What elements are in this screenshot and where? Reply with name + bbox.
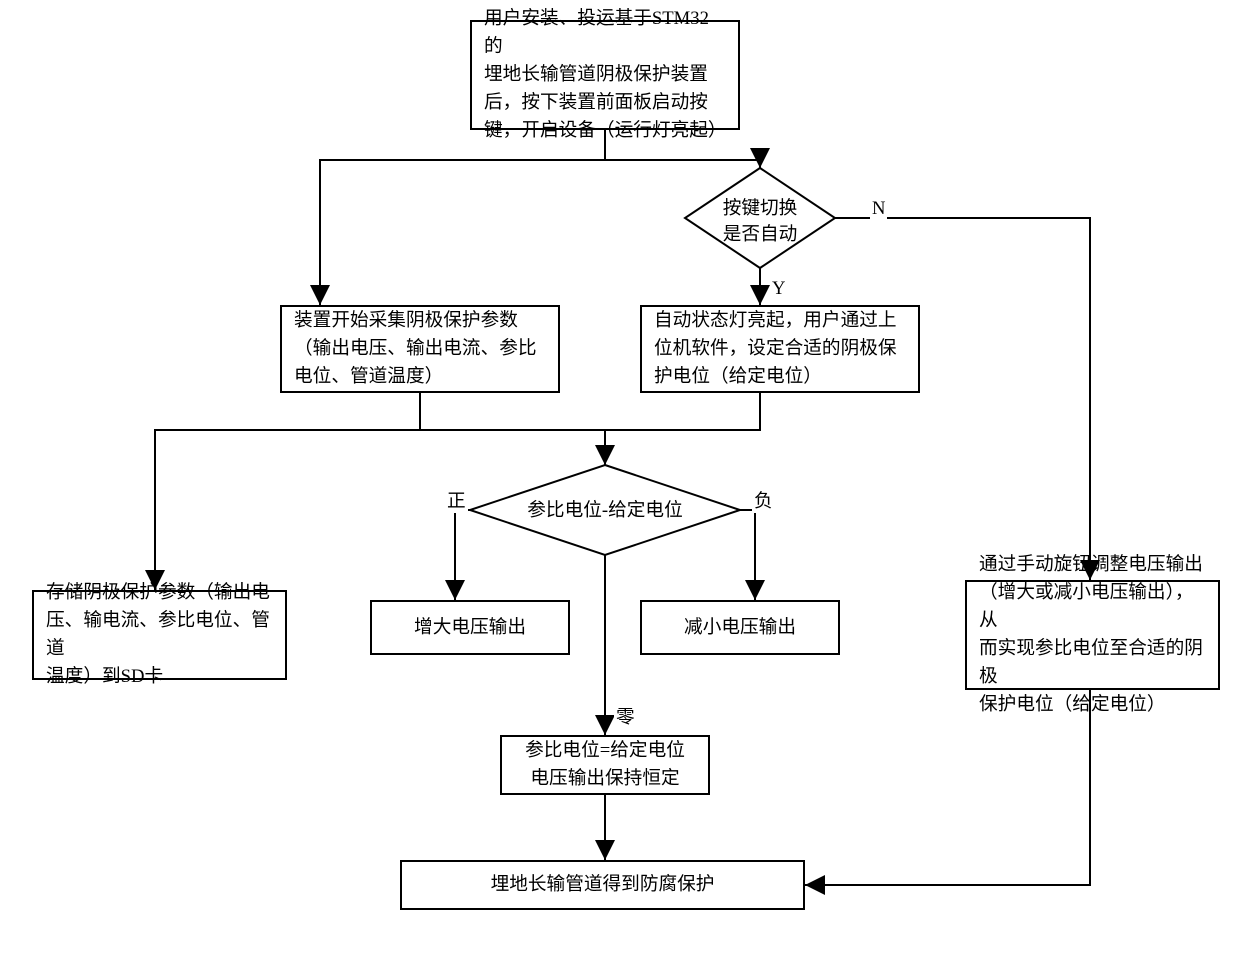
edge-label-positive: 正	[445, 486, 468, 513]
node-final-text: 埋地长输管道得到防腐保护	[491, 871, 715, 899]
edge-label-no: N	[870, 198, 887, 220]
node-manual-text: 通过手动旋钮调整电压输出 （增大或减小电压输出），从 而实现参比电位至合适的阴极…	[979, 551, 1206, 719]
node-collect-text: 装置开始采集阴极保护参数 （输出电压、输出电流、参比 电位、管道温度）	[294, 307, 537, 391]
node-store-text: 存储阴极保护参数（输出电 压、输电流、参比电位、管道 温度）到SD卡	[46, 579, 273, 691]
node-final-protection: 埋地长输管道得到防腐保护	[400, 860, 805, 910]
decision-auto-text: 按键切换 是否自动	[723, 198, 798, 245]
node-equal-text: 参比电位=给定电位 电压输出保持恒定	[525, 737, 685, 793]
decision-potential-diff: 参比电位-给定电位	[480, 498, 730, 524]
node-start-text: 用户安装、投运基于STM32的 埋地长输管道阴极保护装置 后，按下装置前面板启动…	[484, 5, 726, 145]
node-auto-text: 自动状态灯亮起，用户通过上 位机软件，设定合适的阴极保 护电位（给定电位）	[654, 307, 897, 391]
node-collect-params: 装置开始采集阴极保护参数 （输出电压、输出电流、参比 电位、管道温度）	[280, 305, 560, 393]
node-inc-text: 增大电压输出	[414, 614, 526, 642]
node-decrease-voltage: 减小电压输出	[640, 600, 840, 655]
edge-label-negative: 负	[752, 486, 775, 513]
node-auto-mode: 自动状态灯亮起，用户通过上 位机软件，设定合适的阴极保 护电位（给定电位）	[640, 305, 920, 393]
decision-auto-switch: 按键切换 是否自动	[685, 196, 835, 248]
node-manual-adjust: 通过手动旋钮调整电压输出 （增大或减小电压输出），从 而实现参比电位至合适的阴极…	[965, 580, 1220, 690]
node-increase-voltage: 增大电压输出	[370, 600, 570, 655]
decision-diff-text: 参比电位-给定电位	[527, 500, 682, 521]
node-equal-potential: 参比电位=给定电位 电压输出保持恒定	[500, 735, 710, 795]
node-store-sd: 存储阴极保护参数（输出电 压、输电流、参比电位、管道 温度）到SD卡	[32, 590, 287, 680]
node-dec-text: 减小电压输出	[684, 614, 796, 642]
edge-label-zero: 零	[614, 702, 637, 729]
node-start: 用户安装、投运基于STM32的 埋地长输管道阴极保护装置 后，按下装置前面板启动…	[470, 20, 740, 130]
edge-label-yes: Y	[770, 278, 787, 300]
